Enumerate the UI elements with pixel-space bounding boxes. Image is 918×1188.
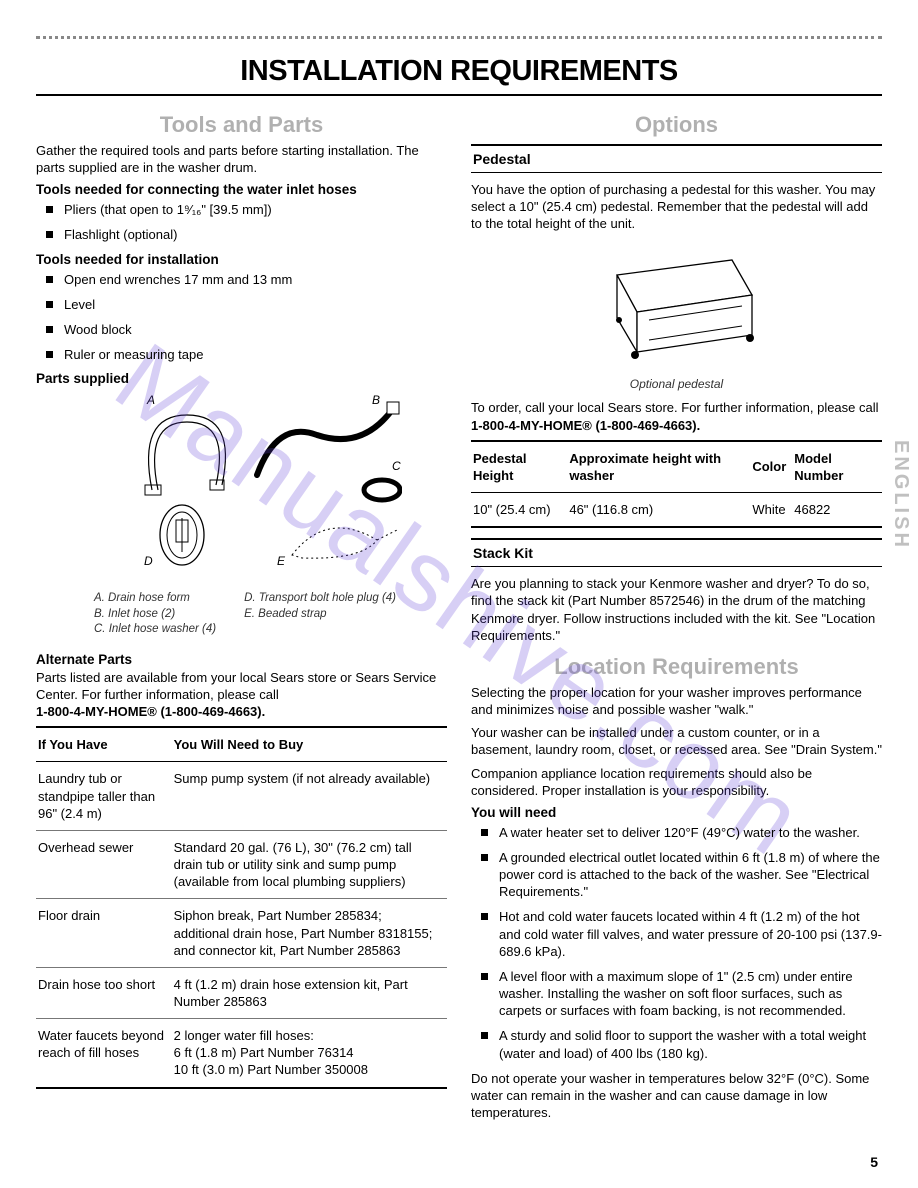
cell: 2 longer water fill hoses: 6 ft (1.8 m) … (172, 1019, 447, 1088)
cell: 46" (116.8 cm) (567, 493, 750, 528)
table-header: You Will Need to Buy (172, 727, 447, 762)
sub-heading-install: Tools needed for installation (36, 252, 447, 267)
table-header: Model Number (792, 441, 882, 493)
title-rule (36, 94, 882, 96)
install-tools-list: Open end wrenches 17 mm and 13 mm Level … (36, 271, 447, 364)
svg-text:A: A (146, 393, 155, 407)
alt-phone: 1-800-4-MY-HOME® (1-800-469-4663). (36, 704, 265, 719)
parts-legend: A. Drain hose form B. Inlet hose (2) C. … (94, 591, 447, 638)
list-item: A water heater set to deliver 120°F (49°… (485, 824, 882, 841)
pedestal-table: Pedestal Height Approximate height with … (471, 440, 882, 528)
cell: White (750, 493, 792, 528)
legend-item: A. Drain hose form (94, 591, 216, 607)
tools-heading: Tools and Parts (36, 112, 447, 138)
cell: Laundry tub or standpipe taller than 96"… (36, 762, 172, 830)
list-item: A level floor with a maximum slope of 1"… (485, 968, 882, 1019)
need-list: A water heater set to deliver 120°F (49°… (471, 824, 882, 1062)
cell: Siphon break, Part Number 285834; additi… (172, 899, 447, 967)
cell: 4 ft (1.2 m) drain hose extension kit, P… (172, 967, 447, 1018)
table-row: Floor drainSiphon break, Part Number 285… (36, 899, 447, 967)
cell: 10" (25.4 cm) (471, 493, 567, 528)
table-header: Pedestal Height (471, 441, 567, 493)
page-title: INSTALLATION REQUIREMENTS (36, 55, 882, 88)
pedestal-text: You have the option of purchasing a pede… (471, 181, 882, 232)
table-row: 10" (25.4 cm) 46" (116.8 cm) White 46822 (471, 493, 882, 528)
cell: 46822 (792, 493, 882, 528)
svg-text:B: B (372, 393, 380, 407)
right-column: Options Pedestal You have the option of … (471, 110, 882, 1127)
cell: Standard 20 gal. (76 L), 30" (76.2 cm) t… (172, 830, 447, 898)
list-item: Flashlight (optional) (50, 226, 447, 243)
table-row: Water faucets beyond reach of fill hoses… (36, 1019, 447, 1088)
cell: Drain hose too short (36, 967, 172, 1018)
table-row: Overhead sewerStandard 20 gal. (76 L), 3… (36, 830, 447, 898)
content-columns: Tools and Parts Gather the required tool… (36, 110, 882, 1127)
legend-item: E. Beaded strap (244, 607, 396, 623)
cell: Water faucets beyond reach of fill hoses (36, 1019, 172, 1088)
order-text: To order, call your local Sears store. F… (471, 399, 882, 433)
list-item: Hot and cold water faucets located withi… (485, 908, 882, 959)
loc-p1: Selecting the proper location for your w… (471, 684, 882, 718)
language-tab: ENGLISH (889, 440, 912, 550)
legend-item: D. Transport bolt hole plug (4) (244, 591, 396, 607)
tools-intro: Gather the required tools and parts befo… (36, 142, 447, 176)
list-item: Ruler or measuring tape (50, 346, 447, 363)
table-row: Laundry tub or standpipe taller than 96"… (36, 762, 447, 830)
stack-text: Are you planning to stack your Kenmore w… (471, 575, 882, 644)
page-number: 5 (870, 1154, 878, 1170)
parts-diagram: A B C D E (36, 390, 447, 585)
top-rule (36, 36, 882, 39)
svg-text:E: E (277, 554, 286, 568)
loc-warning: Do not operate your washer in temperatur… (471, 1070, 882, 1121)
order-phone: 1-800-4-MY-HOME® (1-800-469-4663). (471, 418, 700, 433)
svg-text:D: D (144, 554, 153, 568)
list-item: A grounded electrical outlet located wit… (485, 849, 882, 900)
sub-heading-parts: Parts supplied (36, 371, 447, 386)
loc-p2: Your washer can be installed under a cus… (471, 724, 882, 758)
sub-heading-hoses: Tools needed for connecting the water in… (36, 182, 447, 197)
pedestal-drawing (471, 240, 882, 375)
order-intro: To order, call your local Sears store. F… (471, 400, 879, 415)
cell: Overhead sewer (36, 830, 172, 898)
table-header: Color (750, 441, 792, 493)
pedestal-label: Pedestal (471, 144, 882, 173)
list-item: Level (50, 296, 447, 313)
list-item: Wood block (50, 321, 447, 338)
table-header: Approximate height with washer (567, 441, 750, 493)
table-header: If You Have (36, 727, 172, 762)
need-label: You will need (471, 805, 882, 820)
table-row: Drain hose too short4 ft (1.2 m) drain h… (36, 967, 447, 1018)
options-heading: Options (471, 112, 882, 138)
svg-text:C: C (392, 459, 401, 473)
cell: Floor drain (36, 899, 172, 967)
alternate-heading: Alternate Parts (36, 652, 447, 667)
hose-tools-list: Pliers (that open to 1⁹⁄₁₆" [39.5 mm]) F… (36, 201, 447, 243)
loc-p3: Companion appliance location requirement… (471, 765, 882, 799)
alt-intro-text: Parts listed are available from your loc… (36, 670, 436, 702)
legend-item: C. Inlet hose washer (4) (94, 622, 216, 638)
location-heading: Location Requirements (471, 654, 882, 680)
stack-label: Stack Kit (471, 538, 882, 567)
legend-item: B. Inlet hose (2) (94, 607, 216, 623)
left-column: Tools and Parts Gather the required tool… (36, 110, 447, 1127)
alternate-intro: Parts listed are available from your loc… (36, 669, 447, 720)
list-item: A sturdy and solid floor to support the … (485, 1027, 882, 1061)
list-item: Open end wrenches 17 mm and 13 mm (50, 271, 447, 288)
pedestal-caption: Optional pedestal (471, 377, 882, 391)
cell: Sump pump system (if not already availab… (172, 762, 447, 830)
alternate-parts-table: If You Have You Will Need to Buy Laundry… (36, 726, 447, 1088)
list-item: Pliers (that open to 1⁹⁄₁₆" [39.5 mm]) (50, 201, 447, 218)
